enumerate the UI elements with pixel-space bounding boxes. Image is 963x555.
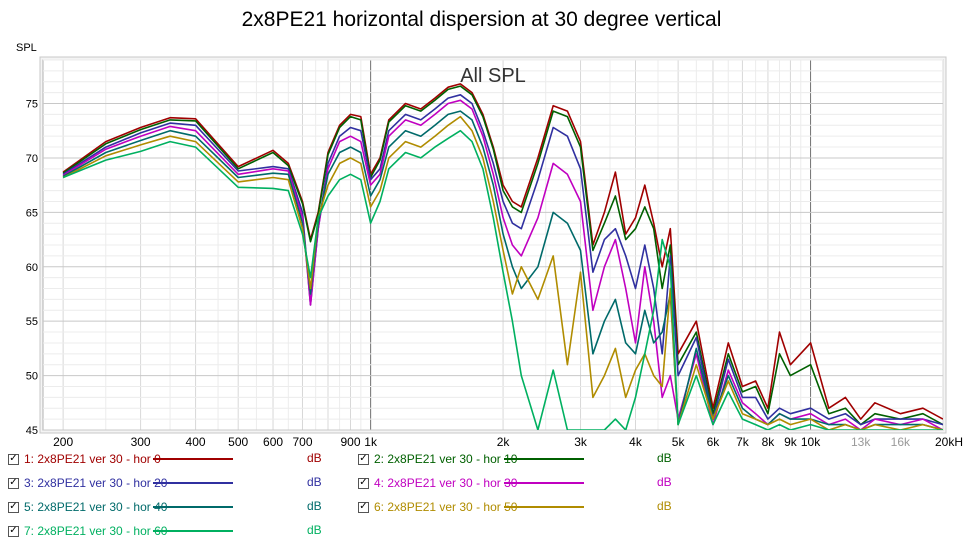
x-tick-label: 20kHz xyxy=(935,435,963,449)
x-tick-label: 7k xyxy=(736,435,750,449)
legend-item-4[interactable]: ✓ 4: 2x8PE21 ver 30 - hor 30 xyxy=(358,474,517,492)
legend-item-5[interactable]: ✓ 5: 2x8PE21 ver 30 - hor 40 xyxy=(8,498,167,516)
legend-swatch xyxy=(504,482,584,484)
legend-label: 2: 2x8PE21 ver 30 - hor 10 xyxy=(374,452,518,466)
x-tick-label: 600 xyxy=(263,435,283,449)
legend-checkbox[interactable]: ✓ xyxy=(358,453,369,465)
x-tick-label: 16k xyxy=(891,435,911,449)
x-tick-label: 3k xyxy=(574,435,588,449)
chart-title: 2x8PE21 horizontal dispersion at 30 degr… xyxy=(241,8,722,31)
legend-checkbox[interactable]: ✓ xyxy=(8,525,19,537)
legend-label: 5: 2x8PE21 ver 30 - hor 40 xyxy=(24,500,168,514)
legend-label: 6: 2x8PE21 ver 30 - hor 50 xyxy=(374,500,518,514)
legend-swatch xyxy=(504,506,584,508)
x-tick-label: 8k xyxy=(762,435,776,449)
legend-swatch xyxy=(153,530,233,532)
series-line-7 xyxy=(62,129,943,430)
y-tick-label: 65 xyxy=(26,207,38,219)
legend-checkbox[interactable]: ✓ xyxy=(8,453,19,465)
series-line-2 xyxy=(62,85,943,426)
x-tick-label: 2k xyxy=(497,435,511,449)
x-tick-label: 9k xyxy=(784,435,798,449)
legend-unit: dB xyxy=(307,451,322,465)
legend-checkbox[interactable]: ✓ xyxy=(8,501,19,513)
legend-checkbox[interactable]: ✓ xyxy=(358,501,369,513)
y-tick-label: 45 xyxy=(26,425,38,437)
legend-unit: dB xyxy=(307,475,322,489)
x-tick-label: 10k xyxy=(801,435,821,449)
legend-unit: dB xyxy=(307,499,322,513)
x-tick-label: 300 xyxy=(131,435,151,449)
x-tick-label: 5k xyxy=(672,435,686,449)
x-tick-label: 700 xyxy=(292,435,312,449)
y-tick-label: 60 xyxy=(26,262,38,274)
legend-swatch xyxy=(153,506,233,508)
y-axis-label: SPL xyxy=(16,42,37,54)
x-tick-label: 13k xyxy=(851,435,871,449)
legend-label: 1: 2x8PE21 ver 30 - hor 0 xyxy=(24,452,161,466)
legend-checkbox[interactable]: ✓ xyxy=(8,477,19,489)
x-tick-label: 200 xyxy=(53,435,73,449)
y-tick-label: 55 xyxy=(26,316,38,328)
x-tick-label: 900 xyxy=(340,435,360,449)
y-tick-label: 75 xyxy=(26,99,38,111)
x-tick-label: 4k xyxy=(629,435,643,449)
x-tick-label: 400 xyxy=(186,435,206,449)
x-tick-label: 1k xyxy=(364,435,378,449)
legend-unit: dB xyxy=(307,523,322,537)
legend-checkbox[interactable]: ✓ xyxy=(358,477,369,489)
legend-label: 3: 2x8PE21 ver 30 - hor 20 xyxy=(24,476,168,490)
y-tick-label: 70 xyxy=(26,153,38,165)
x-tick-label: 6k xyxy=(707,435,721,449)
legend-item-7[interactable]: ✓ 7: 2x8PE21 ver 30 - hor 60 xyxy=(8,522,167,540)
plot-label: All SPL xyxy=(460,65,526,87)
x-tick-label: 500 xyxy=(228,435,248,449)
legend-item-6[interactable]: ✓ 6: 2x8PE21 ver 30 - hor 50 xyxy=(358,498,517,516)
legend-item-2[interactable]: ✓ 2: 2x8PE21 ver 30 - hor 10 xyxy=(358,450,517,468)
legend-unit: dB xyxy=(657,475,672,489)
legend-unit: dB xyxy=(657,499,672,513)
spl-chart: 75 70 65 60 55 50 45 200 300 400 500 600 700 900 1k 2k… xyxy=(26,56,963,449)
legend-item-3[interactable]: ✓ 3: 2x8PE21 ver 30 - hor 20 xyxy=(8,474,167,492)
y-tick-label: 50 xyxy=(26,371,38,383)
legend-label: 7: 2x8PE21 ver 30 - hor 60 xyxy=(24,524,168,538)
legend-item-1[interactable]: ✓ 1: 2x8PE21 ver 30 - hor 0 xyxy=(8,450,161,468)
legend-swatch xyxy=(153,482,233,484)
legend-swatch xyxy=(504,458,584,460)
legend-label: 4: 2x8PE21 ver 30 - hor 30 xyxy=(374,476,518,490)
legend-swatch xyxy=(153,458,233,460)
legend-unit: dB xyxy=(657,451,672,465)
